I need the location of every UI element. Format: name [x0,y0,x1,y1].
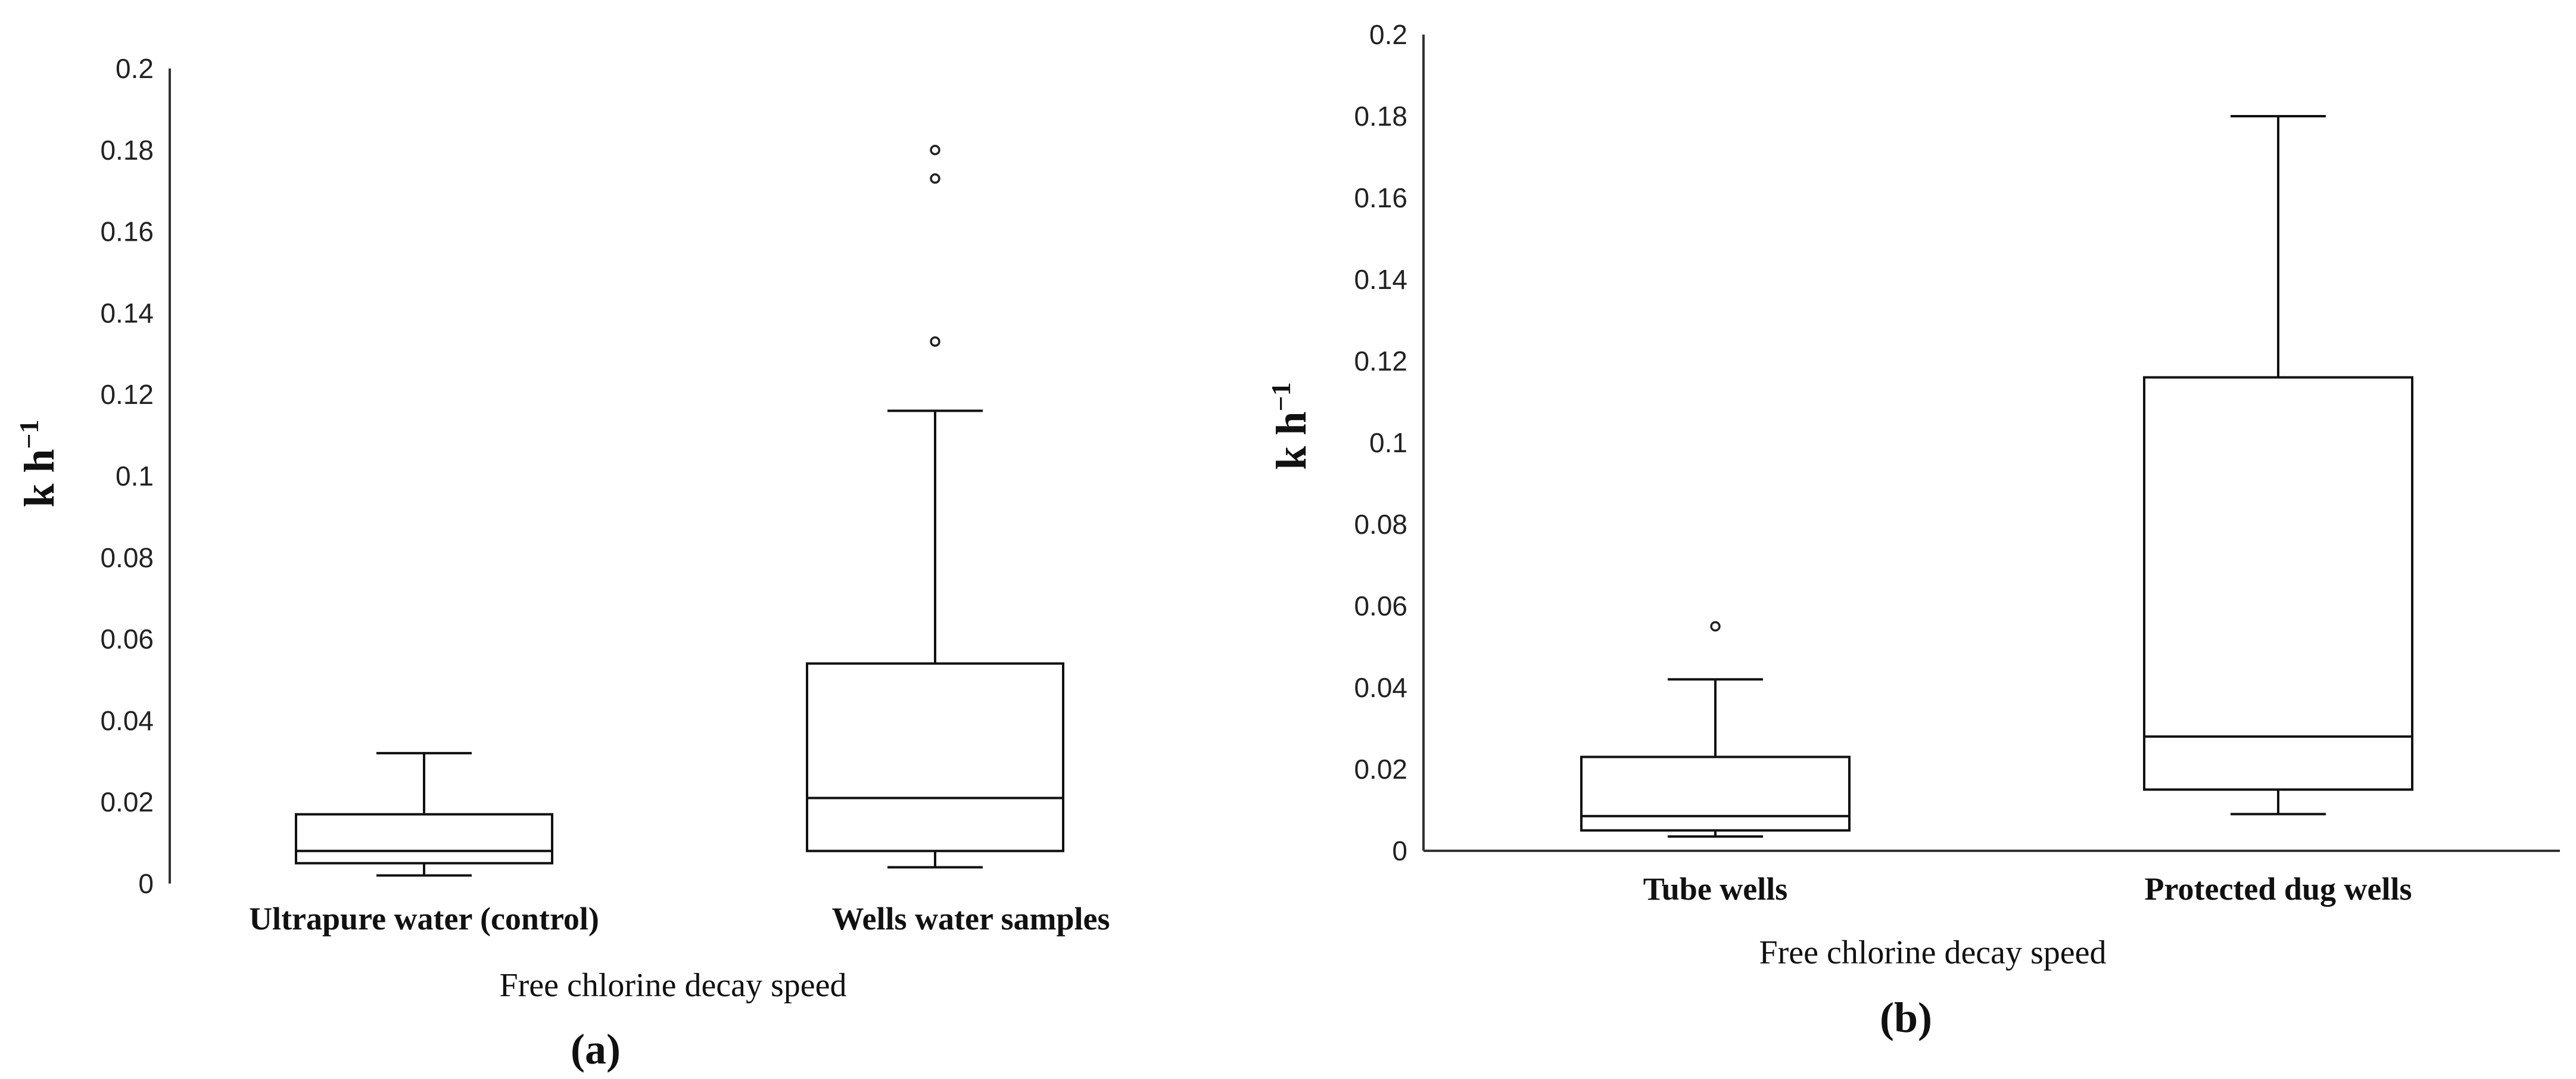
y-tick-label-a-1: 0.02 [100,786,154,817]
iqr-box [295,813,553,865]
panel-label-b: (b) [1880,994,1932,1041]
box-b-1 [2143,115,2413,816]
iqr-box [1580,755,1851,832]
category-label-b-1: Protected dug wells [2145,871,2412,907]
y-tick-label-a-6: 0.12 [100,379,154,410]
outlier-point [1710,621,1721,632]
boxes-a [295,145,1064,877]
y-tick-label-b-9: 0.18 [1354,101,1407,132]
box-b-0 [1580,621,1851,838]
y-tick-label-b-7: 0.14 [1354,264,1407,295]
y-tick-label-b-0: 0 [1392,835,1407,866]
y-tick-label-b-2: 0.04 [1354,672,1407,703]
y-tick-label-a-10: 0.2 [116,53,154,84]
y-tick-label-b-5: 0.1 [1369,427,1407,458]
y-axis-label-a: k h−1 [14,419,63,507]
y-tick-labels-b: 0 0.02 0.04 0.06 0.08 0.1 0.12 0.14 0.16 0.18 0.2 [1354,19,1407,866]
y-tick-label-b-10: 0.2 [1369,19,1407,50]
y-tick-label-a-0: 0 [138,868,154,899]
category-label-b-0: Tube wells [1643,871,1788,907]
panel-b: 00.020.040.060.080.10.120.140.160.180.2 … [1266,19,2560,1041]
box-a-1 [806,145,1064,869]
y-tick-label-b-6: 0.12 [1354,346,1407,377]
outlier-point [930,173,940,184]
y-tick-label-b-8: 0.16 [1354,182,1407,213]
y-tick-label-b-4: 0.08 [1354,509,1407,540]
panel-label-a: (a) [571,1025,621,1073]
x-axis-label-a: Free chlorine decay speed [499,967,846,1004]
iqr-box [2143,376,2413,791]
outlier-point [930,336,940,347]
y-tick-labels-a: 0 0.02 0.04 0.06 0.08 0.1 0.12 0.14 0.16 0.18 0.2 [100,53,154,899]
y-tick-label-b-3: 0.06 [1354,590,1407,621]
panel-a: 00.020.040.060.080.10.120.140.160.180.2 … [14,53,1110,1073]
category-label-a-1: Wells water samples [832,901,1110,937]
y-tick-label-a-9: 0.18 [100,135,154,166]
y-tick-label-a-3: 0.06 [100,624,154,655]
iqr-box [806,662,1064,853]
x-axis-label-b: Free chlorine decay speed [1759,934,2106,971]
boxes-b [1580,115,2413,838]
category-label-a-0: Ultrapure water (control) [249,901,599,937]
y-tick-label-a-8: 0.16 [100,216,154,247]
y-tick-label-a-4: 0.08 [100,542,154,573]
y-tick-label-a-7: 0.14 [100,297,154,328]
y-axis-label-b: k h−1 [1266,382,1315,469]
y-tick-label-b-1: 0.02 [1354,754,1407,785]
y-tick-label-a-5: 0.1 [116,461,154,492]
box-a-0 [295,752,553,877]
y-tick-label-a-2: 0.04 [100,705,154,736]
outlier-point [930,145,940,156]
